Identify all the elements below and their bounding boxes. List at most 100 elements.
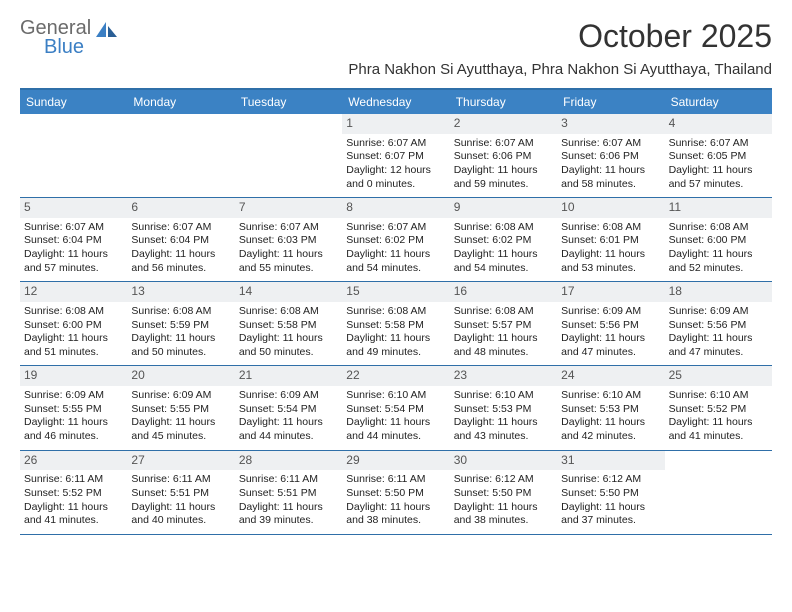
daylight-line: Daylight: 11 hours and 39 minutes. [237,501,340,528]
calendar-day-cell: 17Sunrise: 6:09 AMSunset: 5:56 PMDayligh… [557,282,664,365]
weekday-header-cell: Sunday [20,90,127,114]
sunset-line: Sunset: 5:58 PM [237,319,340,333]
calendar-day-cell: 16Sunrise: 6:08 AMSunset: 5:57 PMDayligh… [450,282,557,365]
daylight-line: Daylight: 11 hours and 55 minutes. [237,248,340,275]
daylight-line: Daylight: 11 hours and 41 minutes. [22,501,125,528]
sunset-line: Sunset: 6:06 PM [559,150,662,164]
sunrise-line: Sunrise: 6:10 AM [452,389,555,403]
sunrise-line: Sunrise: 6:10 AM [559,389,662,403]
calendar-day-cell: 29Sunrise: 6:11 AMSunset: 5:50 PMDayligh… [342,451,449,534]
date-number: 20 [127,366,234,386]
sunset-line: Sunset: 5:56 PM [559,319,662,333]
daylight-line: Daylight: 11 hours and 37 minutes. [559,501,662,528]
title-block: October 2025 Phra Nakhon Si Ayutthaya, P… [348,18,772,78]
calendar-day-cell: 26 Sunrise: 6:11 AMSunset: 5:52 PMDayligh… [20,451,127,534]
sunrise-line: Sunrise: 6:09 AM [667,305,770,319]
date-number: 6 [127,198,234,218]
date-number: 10 [557,198,664,218]
daylight-line: Daylight: 11 hours and 56 minutes. [129,248,232,275]
sunrise-line: Sunrise: 6:08 AM [22,305,125,319]
brand-sail-icon [95,20,119,38]
date-number: 28 [235,451,342,471]
calendar-day-cell: 1Sunrise: 6:07 AMSunset: 6:07 PMDaylight… [342,114,449,197]
calendar-day-cell: 20 Sunrise: 6:09 AMSunset: 5:55 PMDayligh… [127,366,234,449]
sunset-line: Sunset: 6:00 PM [667,234,770,248]
weekday-header-cell: Thursday [450,90,557,114]
daylight-line: Daylight: 11 hours and 48 minutes. [452,332,555,359]
daylight-line: Daylight: 11 hours and 57 minutes. [667,164,770,191]
sunset-line: Sunset: 6:03 PM [237,234,340,248]
calendar-day-cell: 9Sunrise: 6:08 AMSunset: 6:02 PMDaylight… [450,198,557,281]
date-number: 30 [450,451,557,471]
sunset-line: Sunset: 5:50 PM [559,487,662,501]
sunrise-line: Sunrise: 6:11 AM [22,473,125,487]
date-number: 7 [235,198,342,218]
sunset-line: Sunset: 5:56 PM [667,319,770,333]
calendar-empty-cell [235,114,342,197]
sunrise-line: Sunrise: 6:07 AM [452,137,555,151]
sunrise-line: Sunrise: 6:08 AM [129,305,232,319]
daylight-line: Daylight: 11 hours and 52 minutes. [667,248,770,275]
sunrise-line: Sunrise: 6:07 AM [22,221,125,235]
month-title: October 2025 [348,18,772,55]
sunset-line: Sunset: 5:55 PM [129,403,232,417]
sunset-line: Sunset: 5:52 PM [667,403,770,417]
brand-text-blue: Blue [44,36,119,59]
date-number: 26 [20,451,127,471]
sunset-line: Sunset: 6:05 PM [667,150,770,164]
daylight-line: Daylight: 11 hours and 41 minutes. [667,416,770,443]
calendar-day-cell: 22Sunrise: 6:10 AMSunset: 5:54 PMDayligh… [342,366,449,449]
calendar-day-cell: 15Sunrise: 6:08 AMSunset: 5:58 PMDayligh… [342,282,449,365]
date-number: 3 [557,114,664,134]
daylight-line: Daylight: 11 hours and 44 minutes. [237,416,340,443]
daylight-line: Daylight: 11 hours and 49 minutes. [344,332,447,359]
sunrise-line: Sunrise: 6:11 AM [344,473,447,487]
sunset-line: Sunset: 6:01 PM [559,234,662,248]
sunrise-line: Sunrise: 6:07 AM [559,137,662,151]
sunrise-line: Sunrise: 6:11 AM [237,473,340,487]
sunrise-line: Sunrise: 6:08 AM [452,305,555,319]
calendar-day-cell: 12Sunrise: 6:08 AMSunset: 6:00 PMDayligh… [20,282,127,365]
sunset-line: Sunset: 5:53 PM [452,403,555,417]
sunrise-line: Sunrise: 6:09 AM [237,389,340,403]
sunset-line: Sunset: 5:57 PM [452,319,555,333]
calendar-day-cell: 4Sunrise: 6:07 AMSunset: 6:05 PMDaylight… [665,114,772,197]
sunset-line: Sunset: 5:54 PM [237,403,340,417]
sunset-line: Sunset: 5:58 PM [344,319,447,333]
daylight-line: Daylight: 12 hours and 0 minutes. [344,164,447,191]
sunrise-line: Sunrise: 6:07 AM [237,221,340,235]
calendar-day-cell: 8Sunrise: 6:07 AMSunset: 6:02 PMDaylight… [342,198,449,281]
date-number: 21 [235,366,342,386]
date-number: 4 [665,114,772,134]
sunset-line: Sunset: 5:52 PM [22,487,125,501]
daylight-line: Daylight: 11 hours and 53 minutes. [559,248,662,275]
sunrise-line: Sunrise: 6:08 AM [452,221,555,235]
daylight-line: Daylight: 11 hours and 38 minutes. [452,501,555,528]
sunset-line: Sunset: 5:59 PM [129,319,232,333]
location-text: Phra Nakhon Si Ayutthaya, Phra Nakhon Si… [348,61,772,78]
daylight-line: Daylight: 11 hours and 50 minutes. [237,332,340,359]
daylight-line: Daylight: 11 hours and 54 minutes. [452,248,555,275]
calendar-grid: SundayMondayTuesdayWednesdayThursdayFrid… [20,88,772,535]
sunset-line: Sunset: 5:51 PM [129,487,232,501]
date-number: 29 [342,451,449,471]
date-number: 23 [450,366,557,386]
date-number: 13 [127,282,234,302]
sunrise-line: Sunrise: 6:09 AM [559,305,662,319]
calendar-empty-cell [665,451,772,534]
sunrise-line: Sunrise: 6:09 AM [129,389,232,403]
calendar-day-cell: 30Sunrise: 6:12 AMSunset: 5:50 PMDayligh… [450,451,557,534]
sunset-line: Sunset: 6:04 PM [129,234,232,248]
date-number: 12 [20,282,127,302]
date-number: 15 [342,282,449,302]
calendar-day-cell: 31Sunrise: 6:12 AMSunset: 5:50 PMDayligh… [557,451,664,534]
calendar-day-cell: 14Sunrise: 6:08 AMSunset: 5:58 PMDayligh… [235,282,342,365]
weekday-header-cell: Wednesday [342,90,449,114]
sunset-line: Sunset: 5:51 PM [237,487,340,501]
date-number: 14 [235,282,342,302]
date-number: 2 [450,114,557,134]
daylight-line: Daylight: 11 hours and 45 minutes. [129,416,232,443]
daylight-line: Daylight: 11 hours and 40 minutes. [129,501,232,528]
weekday-header-cell: Friday [557,90,664,114]
daylight-line: Daylight: 11 hours and 50 minutes. [129,332,232,359]
